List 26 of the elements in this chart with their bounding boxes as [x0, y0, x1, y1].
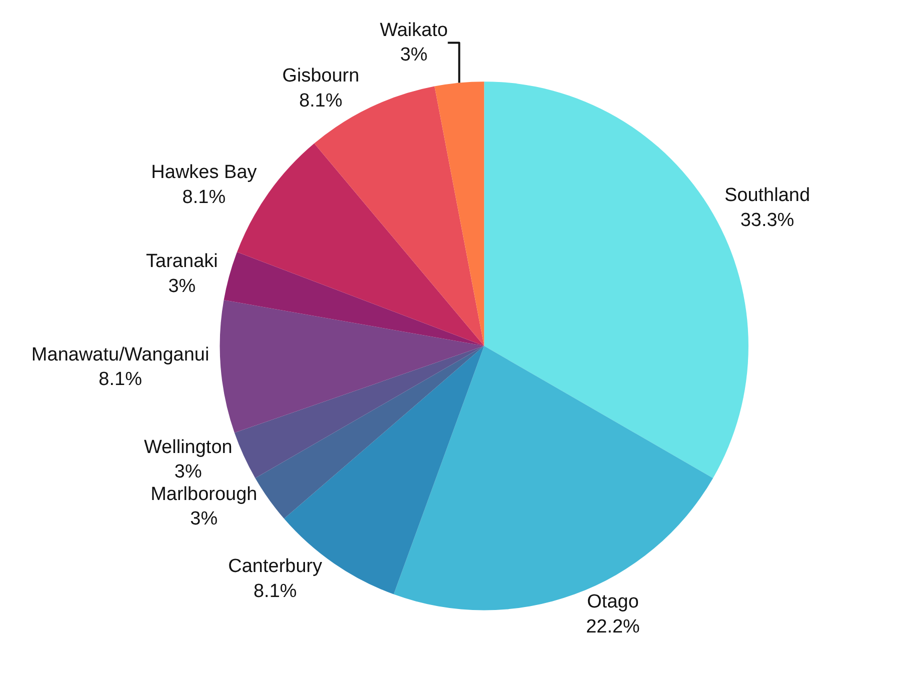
- slice-label: Wellington: [144, 437, 232, 458]
- data-label: 8.1%: [253, 580, 297, 602]
- slice-label: Gisbourn: [282, 66, 360, 87]
- data-label: 3%: [190, 508, 218, 530]
- pie-slice: [224, 252, 484, 346]
- data-label: 33.3%: [740, 210, 794, 231]
- slice-label: Hawkes Bay: [151, 162, 258, 184]
- slice-label: Manawatu/Wanganui: [31, 344, 210, 366]
- slice-label: Otago: [587, 592, 639, 613]
- pie-slice: [434, 82, 484, 346]
- data-label: 8.1%: [299, 90, 342, 112]
- data-label: 3%: [174, 462, 202, 483]
- slice-label: Southland: [724, 185, 810, 206]
- slice-label: Canterbury: [228, 556, 323, 578]
- pie-slice: [220, 300, 484, 433]
- slice-label: Taranaki: [146, 251, 218, 272]
- data-label: 22.2%: [586, 616, 640, 638]
- pie-slice: [234, 346, 484, 478]
- slice-label: Marlborough: [150, 484, 258, 505]
- data-label: 8.1%: [182, 186, 226, 208]
- pie-slice: [394, 346, 714, 610]
- data-label: 3%: [400, 44, 428, 66]
- data-label: 8.1%: [98, 369, 142, 390]
- data-label: 3%: [168, 276, 196, 297]
- slice-label: Waikato: [380, 20, 448, 41]
- pie-slice: [255, 346, 484, 519]
